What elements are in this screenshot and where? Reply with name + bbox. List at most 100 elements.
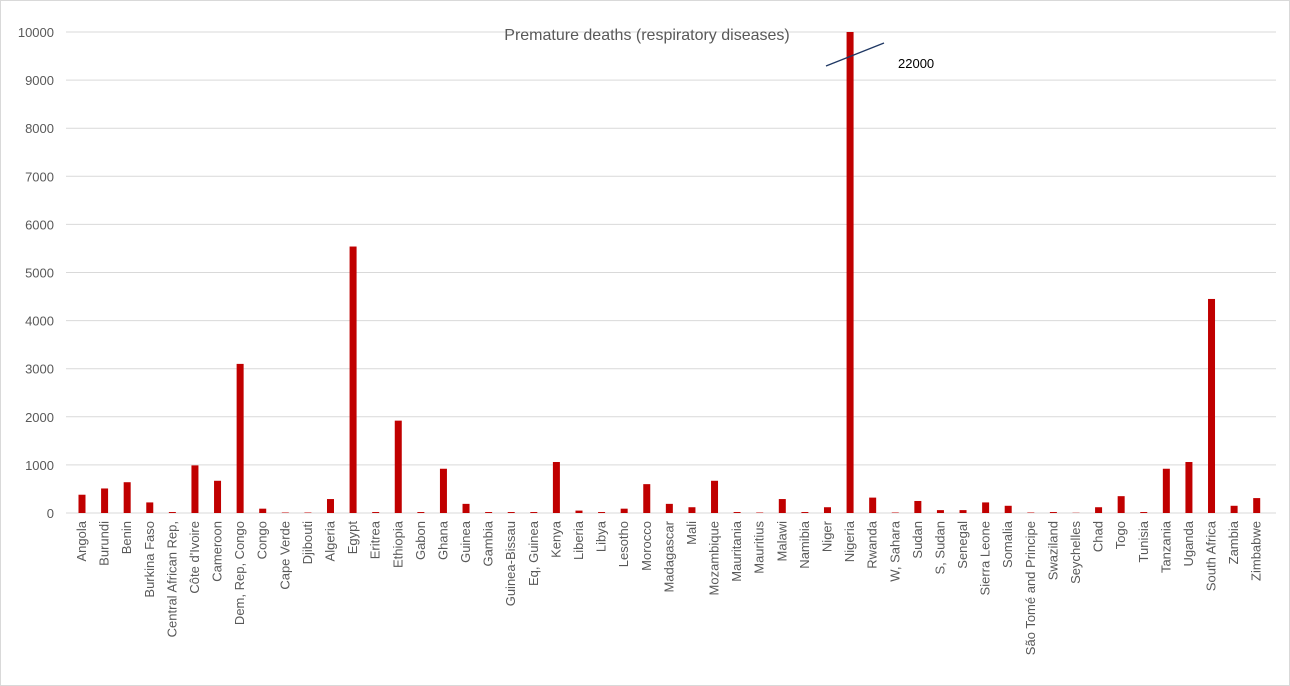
y-tick-label: 6000: [25, 217, 54, 232]
x-tick-label: Rwanda: [865, 520, 880, 568]
bar: [485, 512, 493, 513]
bar: [394, 420, 402, 513]
y-tick-label: 9000: [25, 73, 54, 88]
x-tick-label: Liberia: [571, 520, 586, 560]
x-tick-label: Burkina Faso: [142, 521, 157, 598]
x-tick-label: Zimbabwe: [1249, 521, 1264, 581]
x-tick-label: Swaziland: [1045, 521, 1060, 580]
x-tick-label: Lesotho: [616, 521, 631, 567]
bar: [236, 363, 244, 513]
bar: [711, 480, 719, 513]
x-tick-label: Eritrea: [368, 520, 383, 559]
bar: [372, 512, 380, 513]
bar: [665, 503, 673, 513]
bar: [733, 512, 741, 513]
x-tick-label: Ghana: [435, 520, 450, 560]
x-tick-label: Niger: [819, 520, 834, 552]
bar: [101, 488, 109, 513]
bar: [959, 510, 967, 513]
bar: [123, 482, 131, 513]
x-tick-label: S, Sudan: [932, 521, 947, 575]
bar: [914, 500, 922, 513]
bar: [801, 512, 809, 513]
chart-title: Premature deaths (respiratory diseases): [504, 27, 789, 44]
x-tick-label: Zambia: [1226, 520, 1241, 564]
bar: [982, 502, 990, 513]
x-tick-label: Tunisia: [1136, 520, 1151, 562]
x-tick-label: W, Sahara: [887, 520, 902, 581]
bar: [1140, 512, 1148, 513]
bar: [259, 508, 267, 513]
y-tick-label: 2000: [25, 410, 54, 425]
bar: [191, 465, 199, 513]
bar: [1004, 505, 1012, 513]
bar: [462, 503, 470, 513]
bar: [869, 497, 877, 513]
x-tick-label: Mozambique: [707, 521, 722, 595]
bar: [643, 484, 651, 513]
bar: [1095, 507, 1103, 513]
x-tick-label: Gambia: [481, 520, 496, 566]
bar: [1117, 496, 1125, 513]
bar: [1049, 512, 1057, 513]
bar: [778, 499, 786, 513]
x-tick-label: Eq, Guinea: [526, 520, 541, 586]
x-tick-label: Côte d'Ivoire: [187, 521, 202, 594]
x-tick-label: Tanzania: [1158, 520, 1173, 573]
x-tick-label: South Africa: [1204, 520, 1219, 591]
bar: [1185, 462, 1193, 513]
bar: [552, 462, 560, 513]
x-tick-label: Algeria: [322, 520, 337, 561]
bar: [530, 512, 538, 513]
x-tick-label: Central African Rep,: [164, 521, 179, 637]
x-tick-label: Sierra Leone: [978, 521, 993, 595]
x-tick-label: Libya: [594, 520, 609, 552]
bar: [78, 494, 86, 513]
y-tick-label: 5000: [25, 266, 54, 281]
x-tick-label: Angola: [74, 520, 89, 561]
y-tick-label: 0: [47, 506, 54, 521]
x-tick-label: Somalia: [1000, 520, 1015, 568]
x-tick-label: Congo: [255, 521, 270, 559]
bar: [688, 507, 696, 513]
x-tick-label: Mauritius: [752, 521, 767, 574]
bar: [846, 32, 854, 513]
y-tick-label: 1000: [25, 458, 54, 473]
y-tick-label: 8000: [25, 121, 54, 136]
bar: [823, 507, 831, 513]
x-tick-label: Madagascar: [661, 520, 676, 592]
y-tick-label: 3000: [25, 362, 54, 377]
bar: [1253, 498, 1261, 513]
bar: [417, 512, 425, 513]
x-tick-label: Guinea: [458, 520, 473, 563]
x-tick-label: Kenya: [548, 520, 563, 558]
x-tick-label: Namibia: [797, 520, 812, 568]
x-tick-label: Egypt: [345, 521, 360, 555]
bars: [78, 32, 1261, 513]
x-tick-label: Nigeria: [842, 520, 857, 562]
x-tick-label: Cape Verde: [277, 521, 292, 590]
x-tick-label: Mauritania: [729, 520, 744, 581]
bar: [1208, 298, 1216, 513]
x-tick-label: Malawi: [774, 521, 789, 562]
bar: [349, 246, 357, 513]
bar: [1230, 505, 1238, 513]
x-tick-label: Morocco: [639, 521, 654, 571]
y-tick-label: 7000: [25, 169, 54, 184]
bar: [598, 512, 606, 513]
x-tick-label: Chad: [1091, 521, 1106, 552]
bar: [326, 499, 334, 513]
bar: [620, 508, 628, 513]
bar: [936, 510, 944, 513]
bar: [146, 502, 154, 513]
x-tick-label: Dem, Rep, Congo: [232, 521, 247, 625]
bar: [575, 510, 583, 513]
x-tick-label: Cameroon: [210, 521, 225, 582]
x-tick-label: Uganda: [1181, 520, 1196, 566]
x-tick-label: Mali: [684, 521, 699, 545]
bar: [439, 468, 447, 513]
x-tick-label: Togo: [1113, 521, 1128, 549]
